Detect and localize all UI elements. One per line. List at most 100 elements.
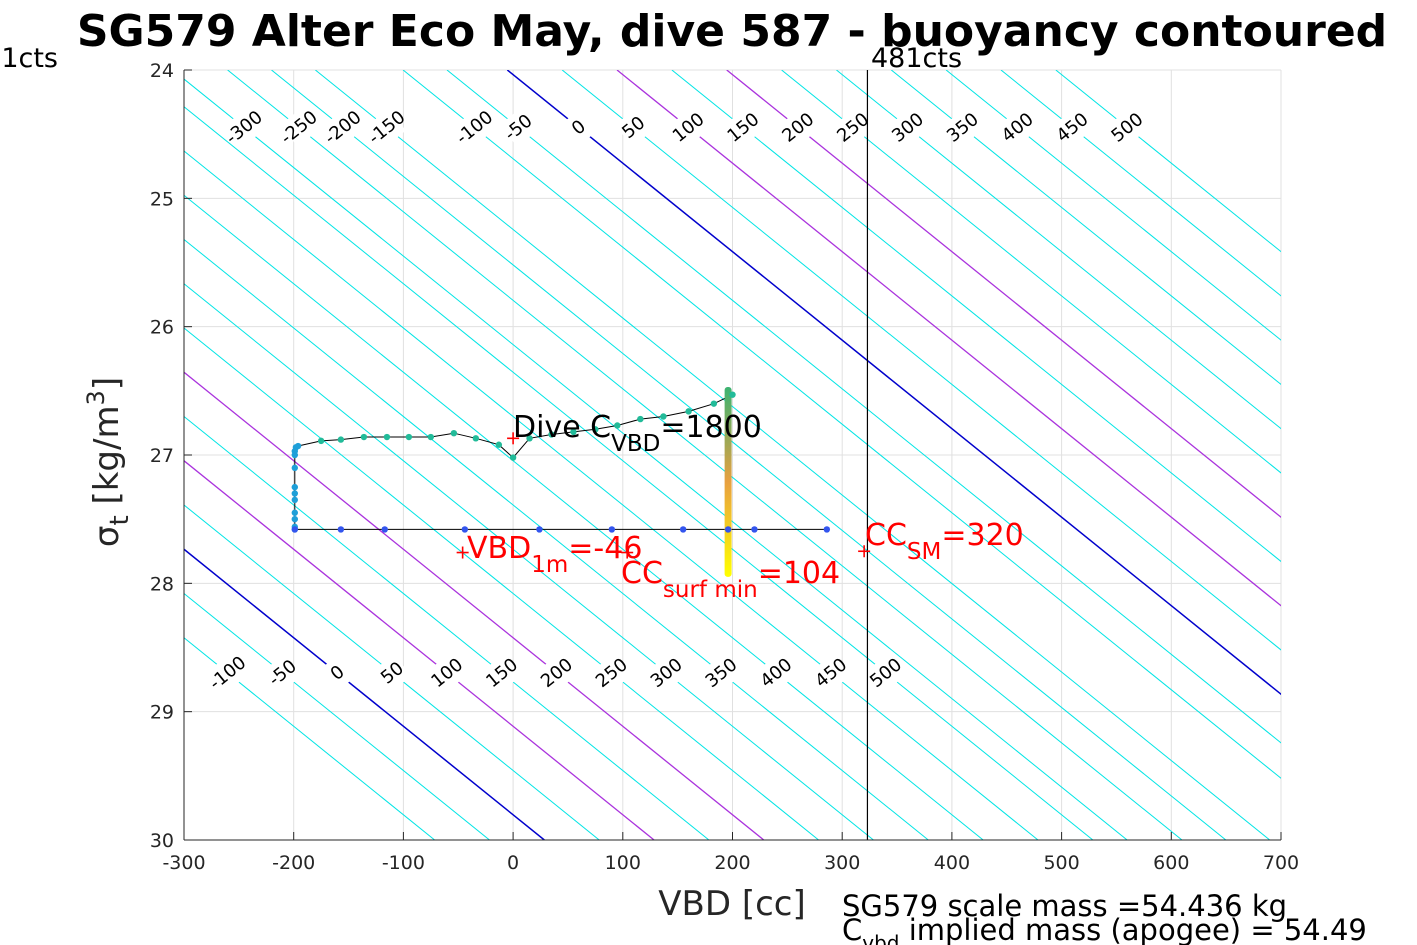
annotation-dive-c-vbd-value: =1800 xyxy=(660,410,761,445)
contour-line xyxy=(726,70,1281,519)
contour-line xyxy=(184,415,710,840)
y-label-unit: [kg/m xyxy=(87,405,127,515)
contour-line xyxy=(227,70,1183,840)
descent-point xyxy=(472,435,480,442)
descent-point xyxy=(383,433,391,441)
contour-label-bg xyxy=(318,654,357,693)
deep-point xyxy=(291,496,298,504)
contour-label-bg xyxy=(428,654,467,693)
ascent-point xyxy=(381,526,388,533)
footer-implied-main: C xyxy=(842,913,862,945)
x-tick-label: 500 xyxy=(1043,852,1079,874)
contour-label-bg xyxy=(592,654,631,693)
descent-point xyxy=(570,428,577,436)
contour-label-bg xyxy=(499,108,538,147)
descent-point xyxy=(427,433,435,441)
y-label-sigma: σ xyxy=(87,526,127,548)
deep-point xyxy=(291,515,298,523)
contour-label-bg xyxy=(225,108,264,147)
contour-label-bg xyxy=(834,108,873,147)
x-tick-label: -200 xyxy=(272,852,315,874)
y-axis-label: σt [kg/m3] xyxy=(82,377,135,547)
contour-label-bg xyxy=(724,108,763,147)
contour-label-bg xyxy=(560,108,598,147)
y-tick-label: 27 xyxy=(150,445,174,467)
ascent-point xyxy=(724,526,732,533)
contour-label-bg xyxy=(1108,108,1147,147)
descent-point xyxy=(548,431,555,438)
descent-point xyxy=(685,408,692,415)
annotation-cc-surf-min-main: CC xyxy=(621,556,663,591)
descent-point xyxy=(526,435,533,442)
contour-label-bg xyxy=(208,654,247,693)
y-label-close: ] xyxy=(87,377,127,390)
contour-label-bg xyxy=(943,108,982,147)
y-label-sup: 3 xyxy=(82,390,110,405)
contour-label-bg xyxy=(889,108,927,147)
contour-line xyxy=(184,106,1094,840)
contour-label-bg xyxy=(1053,108,1092,147)
ascent-point xyxy=(536,526,543,533)
deep-point xyxy=(291,464,298,472)
annotation-dive-c-vbd-sub: VBD xyxy=(611,431,660,457)
x-tick-label: 100 xyxy=(605,852,641,874)
x-tick-label: -100 xyxy=(382,852,425,874)
descent-point xyxy=(710,400,718,407)
descent-point xyxy=(450,429,458,437)
contour-line xyxy=(781,70,1281,474)
vertical-line-label-left: 1cts xyxy=(1,43,58,74)
x-axis-label: VBD [cc] xyxy=(658,884,806,924)
annotation-cc-sm: CCSM=320 xyxy=(865,518,1024,565)
annotation-dive-c-vbd-main: Dive C xyxy=(513,410,611,445)
deep-point xyxy=(291,451,298,459)
descent-point xyxy=(337,436,345,443)
y-tick-label: 30 xyxy=(150,830,174,852)
x-tick-label: 200 xyxy=(714,852,750,874)
x-tick-label: 600 xyxy=(1153,852,1189,874)
contour-line xyxy=(836,70,1281,430)
contour-label-bg xyxy=(455,108,494,147)
footer-scale-mass: SG579 scale mass =54.436 kg xyxy=(842,889,1287,923)
contour-line xyxy=(184,548,545,840)
contour-label-bg xyxy=(280,108,319,147)
descent-point xyxy=(637,415,644,423)
contour-line xyxy=(184,283,874,840)
y-tick-label: 24 xyxy=(150,60,174,82)
contour-line xyxy=(184,371,765,840)
annotation-cc-sm-main: CC xyxy=(865,518,907,553)
contour-line xyxy=(315,70,1271,840)
contour-line xyxy=(184,592,490,840)
chart-text: 481cts 1cts SG579 Alter Eco May, dive 587 … xyxy=(1,6,1387,945)
chart-title: SG579 Alter Eco May, dive 587 - buoyancy… xyxy=(77,6,1387,57)
contour-label-bg xyxy=(538,654,576,693)
y-tick-label: 28 xyxy=(150,573,174,595)
descent-point xyxy=(660,413,667,420)
x-tick-label: 400 xyxy=(934,852,970,874)
contour-line xyxy=(890,70,1281,386)
footer-implied-text: implied mass (apogee) = 54.49 xyxy=(899,913,1366,945)
x-tick-label: 0 xyxy=(507,852,519,874)
contour-lines: -300 -250-200-150 -100 -50 0 50 100 150 200 250 30… xyxy=(184,70,1281,840)
annotation-vbd-1m: VBD1m=-46 xyxy=(467,531,642,578)
contour-line xyxy=(184,78,1128,840)
annotation-cc-sm-sub: SM xyxy=(907,539,941,565)
contour-label-bg xyxy=(483,654,522,693)
contour-label-bg xyxy=(779,108,818,147)
contour-label-bg xyxy=(368,108,406,147)
y-tick-label: 26 xyxy=(150,317,174,339)
contour-line xyxy=(1055,70,1281,253)
x-tick-label: -300 xyxy=(162,852,205,874)
vertical-line-label-right: 481cts xyxy=(871,43,962,74)
descent-point xyxy=(509,454,517,461)
x-tick-label: 700 xyxy=(1263,852,1299,874)
ascent-point xyxy=(337,526,345,533)
y-label-sub: t xyxy=(105,515,135,525)
annotation-cc-surf-min-sub: surf min xyxy=(663,577,758,603)
deep-point xyxy=(291,483,298,491)
contour-label-bg xyxy=(757,654,796,693)
contour-line xyxy=(616,70,1281,607)
contour-label-bg xyxy=(373,654,412,693)
contour-label-bg xyxy=(614,108,653,147)
dive-traces xyxy=(291,386,831,577)
